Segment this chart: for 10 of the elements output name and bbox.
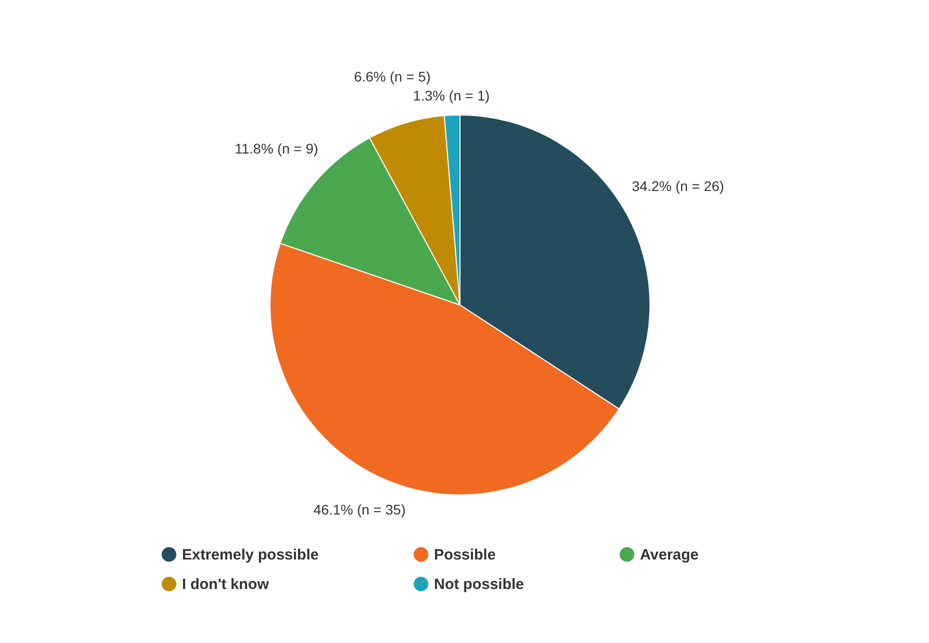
data-label: 46.1% (n = 35) [313,502,406,518]
data-label: 11.8% (n = 9) [234,140,318,157]
legend-label: I don't know [182,576,270,593]
legend-label: Not possible [434,576,524,593]
data-label: 34.2% (n = 26) [632,178,724,194]
legend-label: Extremely possible [182,546,319,564]
legend-label: Possible [434,546,496,564]
data-label: 1.3% (n = 1) [413,87,490,104]
legend-label: Average [640,546,699,564]
data-label: 6.6% (n = 5) [354,68,431,85]
